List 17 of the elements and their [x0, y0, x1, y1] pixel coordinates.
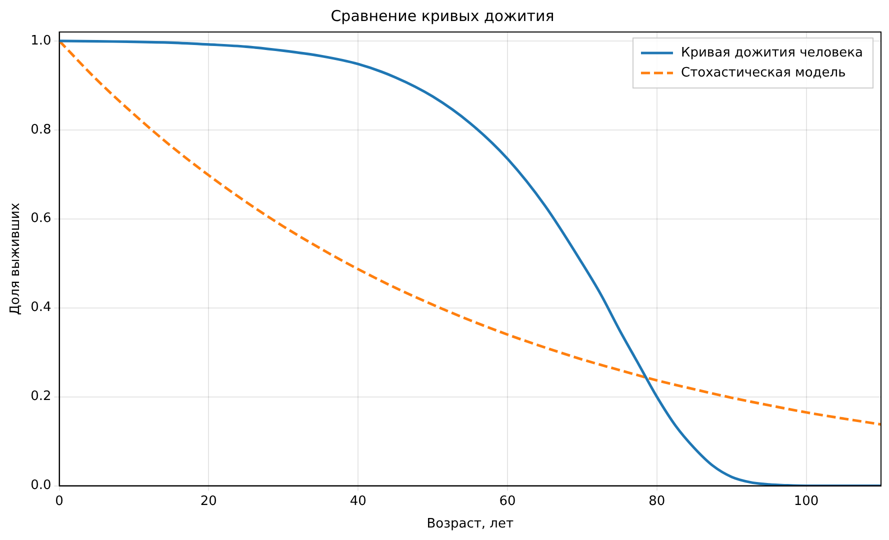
x-tick-label: 80: [648, 494, 666, 509]
legend-label: Стохастическая модель: [680, 65, 846, 80]
y-tick-label: 0.0: [30, 478, 52, 494]
x-tick-label: 0: [55, 494, 64, 509]
y-axis-title: Доля выживших: [8, 202, 24, 315]
y-tick-label: 0.6: [30, 211, 52, 226]
y-tick-label: 0.8: [30, 122, 52, 138]
y-tick-label: 1.0: [30, 33, 52, 48]
x-tick-label: 20: [200, 494, 217, 509]
x-axis-title: Возраст, лет: [426, 516, 514, 532]
x-tick-label: 60: [499, 494, 516, 509]
y-tick-label: 0.2: [30, 389, 52, 404]
x-tick-label: 100: [794, 494, 819, 509]
legend-label: Кривая дожития человека: [680, 45, 864, 60]
chart-title: Сравнение кривых дожития: [330, 6, 554, 25]
y-tick-label: 0.4: [30, 300, 52, 316]
x-tick-label: 40: [350, 494, 366, 509]
